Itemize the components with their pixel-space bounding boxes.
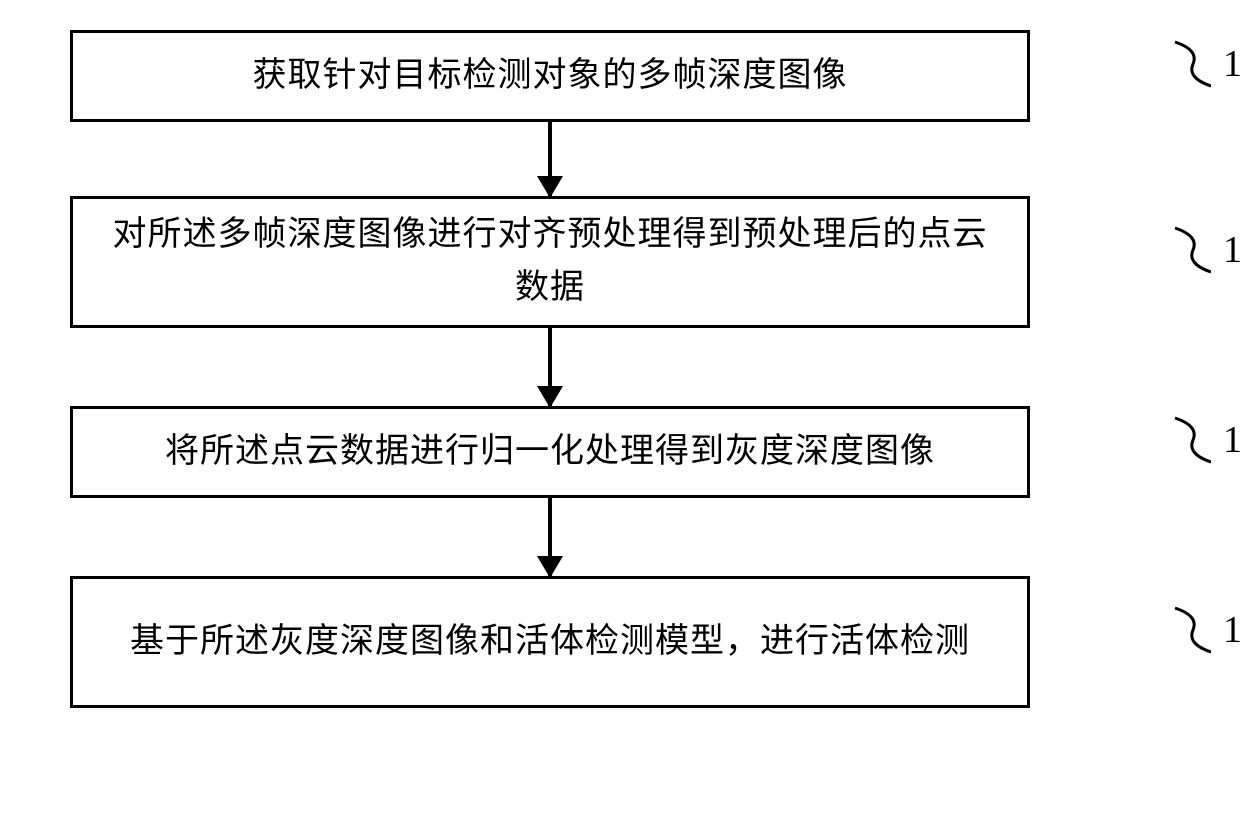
step-text-102: 获取针对目标检测对象的多帧深度图像 <box>253 50 848 103</box>
step-box-106: 将所述点云数据进行归一化处理得到灰度深度图像 <box>70 406 1030 498</box>
step-label-106: 106 <box>1173 414 1240 466</box>
curve-icon <box>1173 38 1211 90</box>
step-box-102: 获取针对目标检测对象的多帧深度图像 <box>70 30 1030 122</box>
step-row-104: 对所述多帧深度图像进行对齐预处理得到预处理后的点云数据 104 <box>70 196 1170 328</box>
step-label-102: 102 <box>1173 38 1240 90</box>
step-box-108: 基于所述灰度深度图像和活体检测模型，进行活体检测 <box>70 576 1030 708</box>
step-text-104: 对所述多帧深度图像进行对齐预处理得到预处理后的点云数据 <box>103 209 997 314</box>
step-text-108: 基于所述灰度深度图像和活体检测模型，进行活体检测 <box>130 616 970 669</box>
step-row-106: 将所述点云数据进行归一化处理得到灰度深度图像 106 <box>70 406 1170 498</box>
step-number-108: 108 <box>1223 608 1240 652</box>
curve-icon <box>1173 414 1211 466</box>
step-row-108: 基于所述灰度深度图像和活体检测模型，进行活体检测 108 <box>70 576 1170 708</box>
step-box-104: 对所述多帧深度图像进行对齐预处理得到预处理后的点云数据 <box>70 196 1030 328</box>
step-label-108: 108 <box>1173 604 1240 656</box>
step-number-106: 106 <box>1223 418 1240 462</box>
curve-icon <box>1173 604 1211 656</box>
arrow-3 <box>70 498 1030 576</box>
step-number-102: 102 <box>1223 42 1240 86</box>
step-row-102: 获取针对目标检测对象的多帧深度图像 102 <box>70 30 1170 122</box>
arrow-2 <box>70 328 1030 406</box>
flowchart-container: 获取针对目标检测对象的多帧深度图像 102 对所述多帧深度图像进行对齐预处理得到… <box>70 30 1170 708</box>
step-text-106: 将所述点云数据进行归一化处理得到灰度深度图像 <box>165 426 935 479</box>
arrow-1 <box>70 122 1030 196</box>
step-label-104: 104 <box>1173 224 1240 276</box>
step-number-104: 104 <box>1223 228 1240 272</box>
curve-icon <box>1173 224 1211 276</box>
